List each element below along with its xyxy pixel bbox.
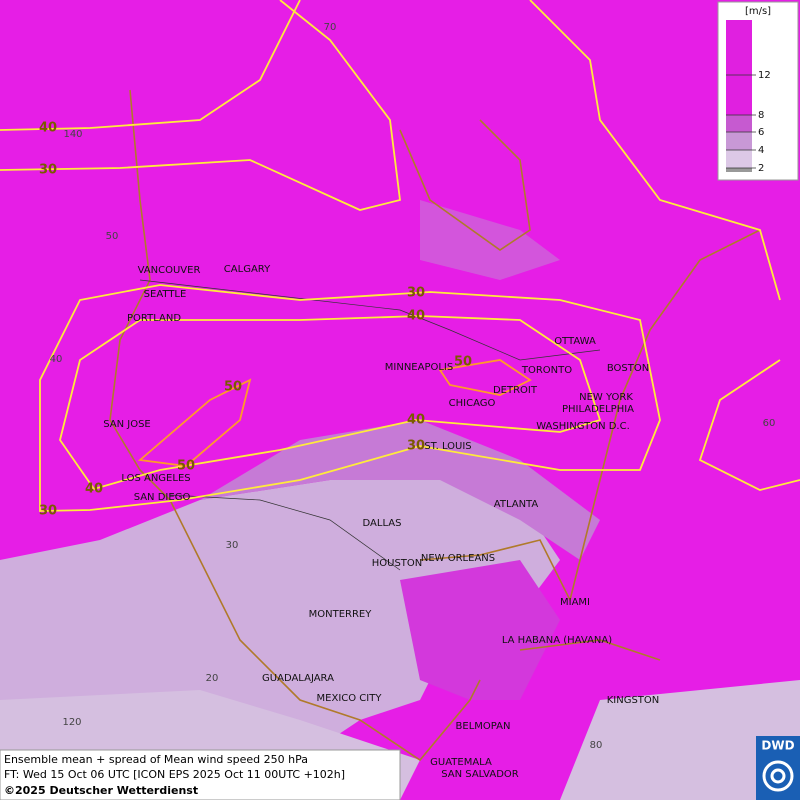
labels: VANCOUVER CALGARY SEATTLE PORTLAND MINNEAPOL…	[39, 22, 775, 780]
city-label: OTTAWA	[554, 336, 596, 347]
footer-line: ©2025 Deutscher Wetterdienst	[4, 784, 198, 797]
colorbar-tick-label: 8	[758, 110, 764, 121]
contours	[0, 0, 800, 512]
contour-label: 30	[407, 286, 425, 301]
city-label: PHILADELPHIA	[562, 404, 634, 415]
graticule-label: 20	[206, 673, 219, 684]
colorbar-tick-label: 12	[758, 70, 771, 81]
city-label: DETROIT	[493, 385, 538, 396]
footer-box	[0, 749, 401, 800]
colorbar-tick-label: 4	[758, 145, 764, 156]
colorbar-unit: [m/s]	[745, 6, 771, 17]
field-low	[560, 680, 800, 800]
city-label: MONTERREY	[309, 609, 373, 620]
field-mid	[200, 420, 600, 560]
city-label: MINNEAPOLIS	[385, 362, 453, 373]
city-label: KINGSTON	[607, 695, 660, 706]
city-label: MIAMI	[560, 597, 590, 608]
contour-label: 50	[454, 355, 472, 370]
footer-line: Ensemble mean + spread of Mean wind spee…	[4, 753, 308, 766]
colorbar-swatch	[726, 168, 752, 172]
city-label: MEXICO CITY	[317, 693, 383, 704]
city-label: SAN JOSE	[103, 419, 151, 430]
contour-label: 40	[407, 413, 425, 428]
city-label: WASHINGTON D.C.	[536, 421, 630, 432]
colorbar-swatch	[726, 132, 752, 150]
city-label: VANCOUVER	[138, 265, 201, 276]
colorbar-swatch	[726, 150, 752, 168]
field-mid	[400, 560, 560, 700]
city-label: GUADALAJARA	[262, 673, 334, 684]
logo-icon	[762, 760, 794, 792]
graticule-label: 70	[324, 22, 337, 33]
logo-icon	[770, 768, 786, 784]
city-label: SAN DIEGO	[134, 492, 191, 503]
contour-label: 40	[85, 482, 103, 497]
contour-label: 30	[407, 439, 425, 454]
contour-label: 50	[177, 459, 195, 474]
city-label: BOSTON	[607, 363, 649, 374]
logo: DWD	[761, 739, 794, 753]
city-label: TORONTO	[521, 365, 572, 376]
graticule-label: 40	[50, 354, 63, 365]
graticule-label: 140	[63, 129, 82, 140]
field-mid	[420, 200, 560, 280]
city-label: SEATTLE	[144, 289, 187, 300]
contour-label: 30	[39, 163, 57, 178]
city-label: CALGARY	[224, 264, 271, 275]
city-label: NEW YORK	[579, 392, 633, 403]
contour-label: 40	[39, 121, 57, 136]
graticule-label: 30	[226, 540, 239, 551]
colorbar-tick-label: 6	[758, 127, 764, 138]
city-label: ATLANTA	[494, 499, 539, 510]
city-label: LA HABANA (HAVANA)	[502, 635, 612, 646]
contour-label: 50	[224, 380, 242, 395]
graticule-label: 120	[62, 717, 81, 728]
city-label: PORTLAND	[127, 313, 181, 324]
contour-label: 30	[39, 504, 57, 519]
city-label: NEW ORLEANS	[421, 553, 495, 564]
city-label: ST. LOUIS	[424, 441, 471, 452]
coastlines	[109, 89, 761, 762]
city-label: DALLAS	[363, 518, 402, 529]
colorbar-swatch	[726, 115, 752, 132]
city-label: SAN SALVADOR	[441, 769, 518, 780]
field-low	[0, 470, 560, 760]
city-label: LOS ANGELES	[121, 473, 190, 484]
city-label: BELMOPAN	[456, 721, 511, 732]
contour-label: 40	[407, 309, 425, 324]
graticule-label: 50	[106, 231, 119, 242]
graticule-label: 80	[590, 740, 603, 751]
colorbar-tick-label: 2	[758, 163, 764, 174]
footer-line: FT: Wed 15 Oct 06 UTC [ICON EPS 2025 Oct…	[4, 768, 345, 781]
city-label: CHICAGO	[449, 398, 496, 409]
city-label: GUATEMALA	[430, 757, 492, 768]
graticule-label: 60	[763, 418, 776, 429]
city-label: HOUSTON	[372, 558, 423, 569]
